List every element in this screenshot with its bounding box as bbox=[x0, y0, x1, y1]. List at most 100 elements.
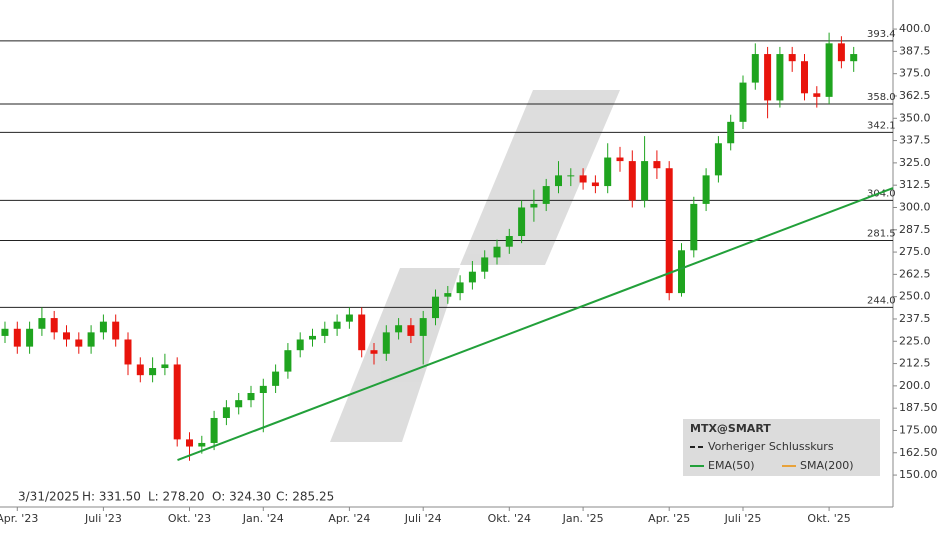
x-tick-label: Okt. '24 bbox=[488, 512, 531, 525]
candle-body bbox=[13, 328, 21, 347]
candle-body bbox=[124, 339, 132, 365]
x-tick-label: Okt. '25 bbox=[807, 512, 850, 525]
y-tick-label: 175.00 bbox=[899, 423, 938, 436]
info-text: O: 324.30 bbox=[212, 490, 271, 504]
y-tick-label: 362.5 bbox=[899, 89, 931, 102]
candle-body bbox=[825, 43, 833, 97]
level-label: 393.4 bbox=[867, 29, 896, 40]
candle-body bbox=[628, 161, 636, 201]
level-label: 358.0 bbox=[867, 92, 896, 103]
info-text: H: 331.50 bbox=[82, 490, 141, 504]
y-tick-label: 212.5 bbox=[899, 357, 931, 370]
candle-body bbox=[161, 364, 169, 369]
info-text: L: 278.20 bbox=[148, 490, 205, 504]
y-tick-label: 325.0 bbox=[899, 156, 931, 169]
candle-body bbox=[727, 121, 735, 144]
candle-body bbox=[444, 293, 452, 297]
level-label: 244.0 bbox=[867, 295, 896, 306]
candle-body bbox=[75, 339, 83, 347]
candle-body bbox=[63, 332, 70, 340]
candle-body bbox=[788, 54, 796, 62]
candle-body bbox=[26, 328, 34, 347]
candle-body bbox=[764, 54, 772, 101]
y-tick-label: 262.5 bbox=[899, 267, 931, 280]
legend: MTX@SMART Vorheriger Schlusskurs EMA(50) SM… bbox=[683, 419, 880, 476]
watermark bbox=[330, 90, 620, 442]
candle-body bbox=[714, 143, 722, 176]
candle-body bbox=[665, 168, 673, 294]
candle-body bbox=[87, 332, 95, 347]
trendline bbox=[177, 187, 894, 462]
y-tick-label: 250.0 bbox=[899, 290, 931, 303]
candle-body bbox=[641, 161, 649, 201]
candle-body bbox=[247, 393, 255, 401]
candle-body bbox=[284, 350, 292, 372]
legend-label: Vorheriger Schlusskurs bbox=[708, 440, 834, 453]
x-tick-label: Juli '24 bbox=[404, 512, 442, 525]
candle-body bbox=[186, 439, 193, 447]
candle-body bbox=[518, 207, 526, 237]
level-label: 281.5 bbox=[867, 228, 896, 239]
candle-body bbox=[382, 332, 390, 354]
y-tick-label: 150.00 bbox=[899, 468, 938, 481]
watermark-shape bbox=[460, 90, 620, 265]
level-label: 304.0 bbox=[867, 188, 896, 199]
candle-body bbox=[419, 318, 427, 336]
y-tick-label: 337.5 bbox=[899, 134, 931, 147]
candle-body bbox=[739, 82, 747, 122]
info-text: 3/31/2025 bbox=[18, 490, 80, 504]
x-tick-label: Juli '23 bbox=[84, 512, 122, 525]
y-tick-label: 312.5 bbox=[899, 178, 931, 191]
candle-body bbox=[222, 407, 230, 418]
candle-body bbox=[481, 257, 489, 272]
candle-body bbox=[456, 282, 464, 294]
candle-body bbox=[813, 93, 821, 97]
y-tick-label: 287.5 bbox=[899, 223, 931, 236]
candle-body bbox=[173, 364, 181, 440]
candle-body bbox=[616, 157, 624, 162]
candle-body bbox=[198, 442, 206, 447]
candle-body bbox=[702, 175, 710, 204]
legend-title: MTX@SMART bbox=[690, 422, 771, 435]
x-tick-label: Apr. '23 bbox=[0, 512, 38, 525]
candle-body bbox=[776, 54, 784, 101]
candle-body bbox=[272, 371, 280, 386]
candle-body bbox=[530, 203, 538, 208]
candle-body bbox=[112, 321, 120, 340]
candle-body bbox=[149, 368, 157, 376]
candle-body bbox=[678, 250, 685, 294]
candle-body bbox=[579, 175, 587, 183]
candle-body bbox=[333, 321, 341, 329]
x-tick-label: Jan. '24 bbox=[242, 512, 284, 525]
candle-body bbox=[850, 54, 858, 62]
candle-body bbox=[136, 364, 144, 376]
y-tick-label: 375.0 bbox=[899, 67, 931, 80]
candle-body bbox=[210, 417, 218, 443]
candle-body bbox=[604, 157, 612, 187]
x-tick-label: Apr. '24 bbox=[328, 512, 370, 525]
watermark-shape bbox=[330, 268, 460, 442]
y-tick-label: 200.0 bbox=[899, 379, 931, 392]
y-tick-label: 225.0 bbox=[899, 334, 931, 347]
y-tick-label: 400.0 bbox=[899, 22, 931, 35]
candle-body bbox=[309, 335, 316, 340]
candle-body bbox=[407, 325, 415, 336]
y-tick-label: 275.0 bbox=[899, 245, 931, 258]
y-tick-label: 162.50 bbox=[899, 446, 938, 459]
candle-body bbox=[751, 54, 759, 83]
candle-body bbox=[468, 271, 476, 283]
candle-body bbox=[432, 296, 439, 319]
y-tick-label: 300.0 bbox=[899, 200, 931, 213]
info-text: C: 285.25 bbox=[276, 490, 334, 504]
legend-box bbox=[683, 419, 880, 476]
y-tick-label: 387.5 bbox=[899, 44, 931, 57]
candle-body bbox=[321, 328, 329, 336]
candle-body bbox=[358, 314, 366, 351]
candle-body bbox=[690, 203, 698, 251]
y-tick-label: 237.5 bbox=[899, 312, 931, 325]
candle-body bbox=[493, 246, 501, 258]
level-label: 342.1 bbox=[867, 120, 896, 131]
legend-label: SMA(200) bbox=[800, 459, 854, 472]
